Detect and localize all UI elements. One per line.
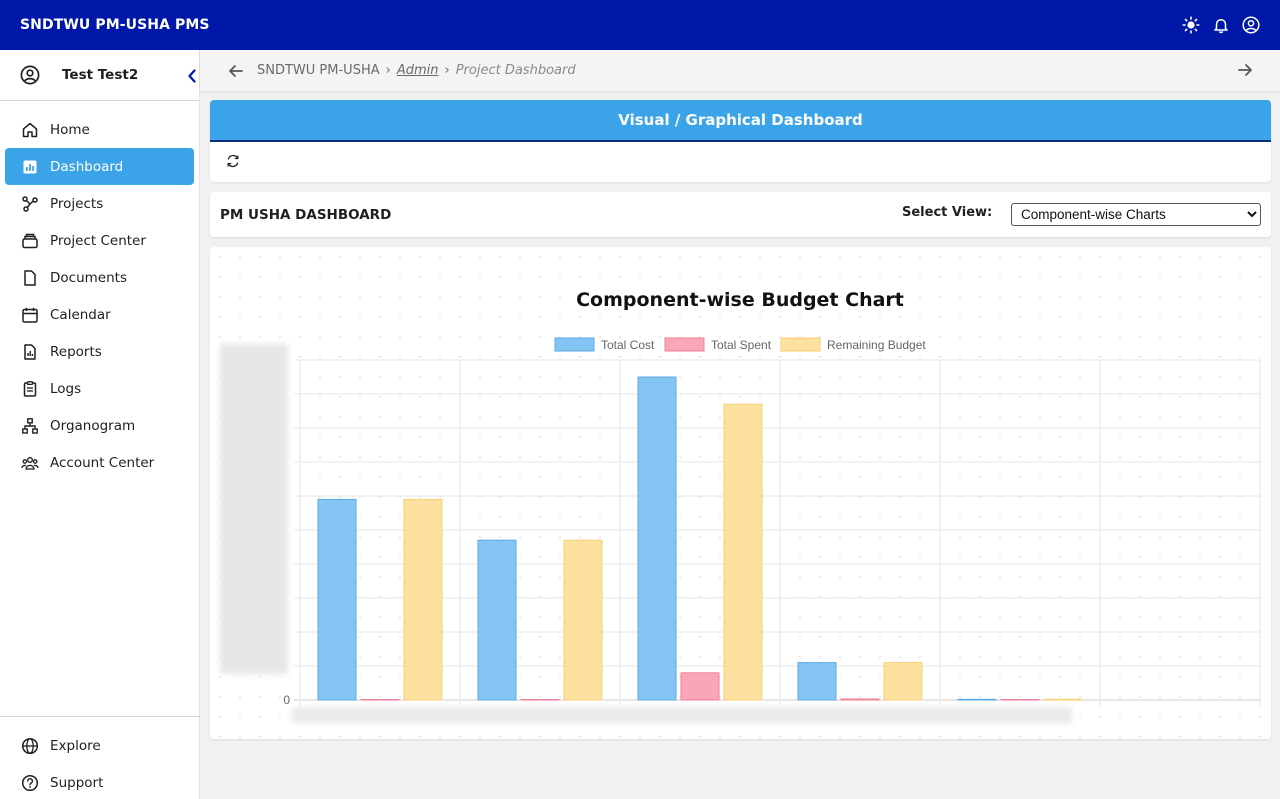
bar-total-spent — [1000, 699, 1040, 701]
sidebar-item-organogram[interactable]: Organogram — [5, 407, 194, 444]
legend-item-total-spent[interactable]: Total Spent — [664, 337, 772, 352]
dashboard-header-card: Visual / Graphical Dashboard — [210, 100, 1271, 182]
bar-total-spent — [360, 699, 400, 701]
sidebar-item-label: Logs — [50, 380, 82, 397]
sidebar-item-dashboard[interactable]: Dashboard — [5, 148, 194, 185]
avatar-icon — [20, 65, 40, 85]
bar-total-cost — [477, 539, 517, 701]
user-name: Test Test2 — [62, 67, 139, 83]
sidebar-item-calendar[interactable]: Calendar — [5, 296, 194, 333]
breadcrumb: SNDTWU PM-USHA › Admin › Project Dashboa… — [257, 63, 576, 78]
bar-total-spent — [840, 698, 880, 701]
sidebar-item-home[interactable]: Home — [5, 111, 194, 148]
calendar-icon — [21, 306, 39, 324]
projects-icon — [21, 195, 39, 213]
view-selector-card: PM USHA DASHBOARD Select View: Component… — [210, 192, 1271, 237]
sidebar: Test Test2 Home Dashboard Projects Proje… — [0, 50, 200, 799]
organogram-icon — [21, 417, 39, 435]
sidebar-item-account-center[interactable]: Account Center — [5, 444, 194, 481]
sidebar-item-support[interactable]: Support — [5, 764, 195, 799]
project-center-icon — [21, 232, 39, 250]
sidebar-item-label: Project Center — [50, 232, 146, 249]
chart-card: Component-wise Budget Chart Total Cost T… — [210, 247, 1271, 739]
bar-total-cost — [317, 498, 357, 701]
user-circle-icon[interactable] — [1242, 16, 1260, 34]
y-axis-zero-label: 0 — [283, 693, 290, 707]
chart-gridlines — [294, 359, 1261, 706]
help-icon — [21, 774, 39, 792]
breadcrumb-current: Project Dashboard — [455, 63, 576, 78]
sidebar-item-project-center[interactable]: Project Center — [5, 222, 194, 259]
sidebar-item-label: Home — [50, 121, 90, 138]
sidebar-bottom-nav: Explore Support — [0, 716, 200, 799]
bar-remaining-budget — [883, 662, 923, 701]
legend-label-remaining-budget: Remaining Budget — [827, 338, 926, 352]
sidebar-item-label: Dashboard — [50, 158, 124, 175]
sidebar-item-label: Support — [50, 774, 104, 791]
document-icon — [21, 269, 39, 287]
logs-icon — [21, 380, 39, 398]
legend-swatch-total-spent — [664, 337, 705, 352]
chart-legend: Total Cost Total Spent Remaining Budget — [554, 337, 926, 352]
chart-title: Component-wise Budget Chart — [576, 289, 904, 311]
sidebar-item-projects[interactable]: Projects — [5, 185, 194, 222]
sidebar-item-explore[interactable]: Explore — [5, 727, 195, 764]
bar-total-cost — [797, 662, 837, 701]
refresh-icon[interactable] — [226, 154, 240, 168]
dashboard-title: PM USHA DASHBOARD — [220, 207, 392, 223]
sidebar-item-label: Projects — [50, 195, 104, 212]
sidebar-item-label: Calendar — [50, 306, 111, 323]
bar-remaining-budget — [1043, 698, 1083, 701]
home-icon — [21, 121, 39, 139]
bar-remaining-budget — [563, 539, 603, 701]
bar-total-spent — [520, 699, 560, 701]
legend-item-remaining-budget[interactable]: Remaining Budget — [780, 337, 926, 352]
breadcrumb-bar: SNDTWU PM-USHA › Admin › Project Dashboa… — [200, 50, 1280, 91]
sidebar-item-documents[interactable]: Documents — [5, 259, 194, 296]
y-axis-tick-labels-blurred — [220, 344, 288, 674]
breadcrumb-separator: › — [444, 63, 450, 78]
account-center-icon — [21, 454, 39, 472]
sun-icon[interactable] — [1182, 16, 1200, 34]
forward-arrow-icon[interactable] — [1236, 61, 1254, 79]
bar-total-spent — [680, 672, 720, 701]
dashboard-banner-title: Visual / Graphical Dashboard — [210, 100, 1271, 142]
sidebar-item-label: Account Center — [50, 454, 155, 471]
user-profile[interactable]: Test Test2 — [0, 50, 199, 101]
sidebar-nav: Home Dashboard Projects Project Center D… — [0, 111, 199, 481]
legend-label-total-spent: Total Spent — [711, 338, 772, 352]
bar-remaining-budget — [403, 498, 443, 701]
legend-swatch-total-cost — [554, 337, 595, 352]
back-arrow-icon[interactable] — [227, 62, 245, 80]
legend-swatch-remaining-budget — [780, 337, 821, 352]
reports-icon — [21, 343, 39, 361]
legend-label-total-cost: Total Cost — [601, 338, 655, 352]
select-view-label: Select View: — [902, 205, 993, 220]
bar-remaining-budget — [723, 403, 763, 701]
bar-total-cost — [957, 698, 997, 701]
globe-icon — [21, 737, 39, 755]
app-title: SNDTWU PM-USHA PMS — [20, 17, 210, 33]
chart-bars — [317, 376, 1083, 701]
sidebar-item-logs[interactable]: Logs — [5, 370, 194, 407]
breadcrumb-separator: › — [385, 63, 391, 78]
x-axis-tick-labels-blurred — [292, 707, 1072, 723]
budget-bar-chart: Component-wise Budget Chart Total Cost T… — [220, 289, 1261, 723]
bell-icon[interactable] — [1212, 16, 1230, 34]
breadcrumb-root[interactable]: SNDTWU PM-USHA — [257, 63, 380, 78]
bar-total-cost — [637, 376, 677, 701]
sidebar-item-label: Organogram — [50, 417, 136, 434]
sidebar-item-label: Reports — [50, 343, 102, 360]
breadcrumb-admin-link[interactable]: Admin — [396, 63, 439, 78]
select-view-dropdown[interactable]: Component-wise Charts — [1011, 203, 1261, 226]
dashboard-icon — [21, 158, 39, 176]
collapse-sidebar-icon[interactable] — [183, 66, 201, 86]
sidebar-item-label: Explore — [50, 737, 101, 754]
sidebar-item-label: Documents — [50, 269, 127, 286]
top-bar: SNDTWU PM-USHA PMS — [0, 0, 1280, 50]
sidebar-item-reports[interactable]: Reports — [5, 333, 194, 370]
legend-item-total-cost[interactable]: Total Cost — [554, 337, 655, 352]
